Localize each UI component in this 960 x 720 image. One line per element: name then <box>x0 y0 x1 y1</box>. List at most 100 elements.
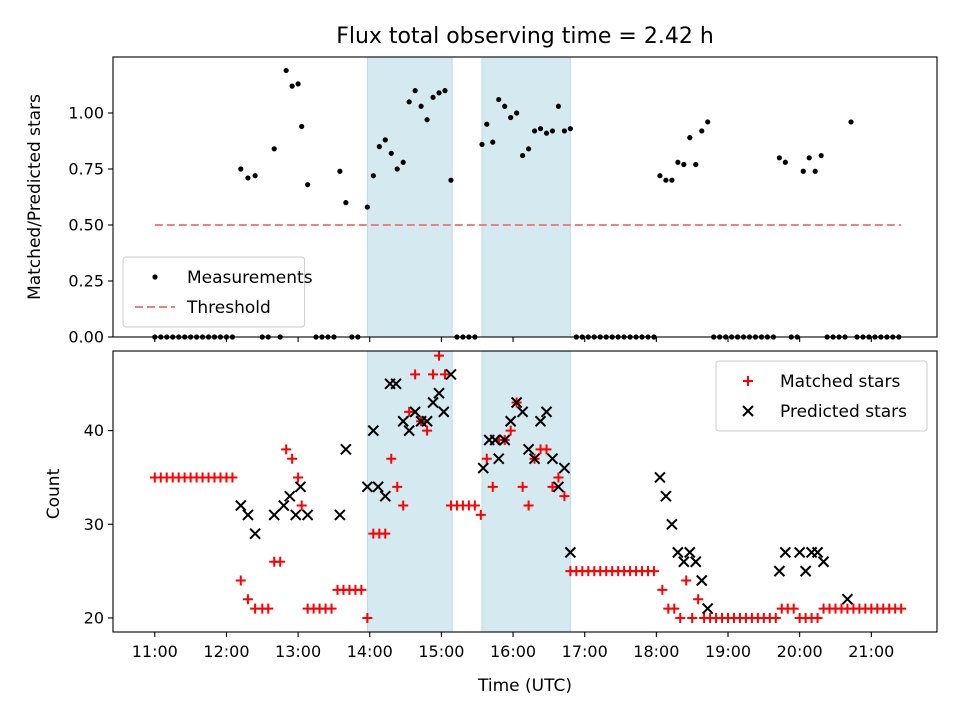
legend-swatch <box>742 405 754 417</box>
data-point <box>394 166 400 172</box>
data-point <box>522 443 535 456</box>
top-panel-ylabel: Matched/Predicted stars <box>25 94 45 300</box>
x-tick-label: 13:00 <box>275 642 321 661</box>
data-point <box>779 546 792 559</box>
data-point <box>299 123 305 130</box>
data-point <box>663 177 669 183</box>
data-point <box>294 481 307 493</box>
data-point <box>564 546 577 559</box>
data-point <box>356 584 367 595</box>
y-tick-label: 0.00 <box>68 328 104 347</box>
data-point <box>430 94 436 100</box>
data-point <box>326 603 337 614</box>
data-point <box>558 462 571 474</box>
data-point <box>800 168 806 174</box>
data-point <box>657 173 663 179</box>
data-point <box>392 481 403 492</box>
data-point <box>469 500 480 511</box>
x-tick-label: 16:00 <box>490 642 536 661</box>
data-point <box>281 444 292 455</box>
data-point <box>684 546 696 559</box>
x-tick-label: 20:00 <box>777 642 823 661</box>
data-point <box>541 444 552 455</box>
data-point <box>367 424 380 437</box>
data-point <box>278 499 290 512</box>
x-tick-label: 15:00 <box>418 642 464 661</box>
data-point <box>439 369 450 380</box>
data-point <box>812 168 818 174</box>
data-point <box>410 369 421 380</box>
data-point <box>705 119 711 125</box>
data-point <box>275 556 286 567</box>
data-point <box>493 453 505 465</box>
data-point <box>397 415 409 427</box>
y-tick-label: 0.75 <box>68 160 104 179</box>
data-point <box>379 490 391 502</box>
data-point <box>287 453 298 464</box>
data-point <box>249 527 261 540</box>
data-point <box>436 90 442 96</box>
data-point <box>537 126 544 132</box>
data-point <box>382 137 388 143</box>
data-point <box>540 406 553 418</box>
data-point <box>477 462 489 474</box>
shaded-interval-1 <box>366 56 453 338</box>
data-point <box>271 146 277 152</box>
data-point <box>841 593 854 605</box>
legend-swatch <box>743 376 753 386</box>
data-point <box>422 425 433 436</box>
series-predicted-stars <box>235 368 854 615</box>
data-point <box>818 152 824 159</box>
bottom-panel-ylabel: Count <box>44 468 64 519</box>
legend-label: Matched stars <box>780 372 900 392</box>
data-point <box>484 121 490 127</box>
data-point <box>505 425 516 436</box>
data-point <box>442 88 448 94</box>
data-point <box>657 584 668 595</box>
data-point <box>283 67 289 74</box>
bottom-panel: Count 20 30 40 11:00 12:00 13:00 14:00 15:00 16:… <box>44 350 938 661</box>
data-point <box>337 168 343 174</box>
data-point <box>445 368 457 381</box>
y-tick-label: 0.50 <box>68 216 104 235</box>
data-point <box>268 509 280 521</box>
data-point <box>687 612 698 623</box>
data-point <box>227 472 238 483</box>
data-point <box>496 96 502 103</box>
data-point <box>388 150 394 156</box>
data-point <box>681 575 692 586</box>
data-point <box>252 173 258 179</box>
legend-box <box>715 360 928 432</box>
data-point <box>502 103 508 109</box>
data-point <box>238 166 244 172</box>
data-point <box>418 103 424 109</box>
data-point <box>654 471 666 484</box>
chart-title: Flux total observing time = 2.42 h <box>336 24 714 49</box>
top-panel: Matched/Predicted stars 0.00 0.25 0.50 0.75… <box>25 56 938 347</box>
data-point <box>364 204 370 210</box>
data-point <box>806 155 812 161</box>
data-point <box>295 81 301 87</box>
data-point <box>386 453 397 464</box>
data-point <box>559 491 570 502</box>
shaded-interval-2 <box>481 56 571 338</box>
data-point <box>534 415 547 427</box>
data-point <box>773 565 786 577</box>
data-point <box>799 565 812 577</box>
data-point <box>793 546 806 559</box>
data-point <box>424 117 430 123</box>
x-tick-label: 11:00 <box>132 642 178 661</box>
data-point <box>675 612 686 623</box>
x-tick-label: 21:00 <box>848 642 894 661</box>
data-point <box>817 556 830 568</box>
legend-label: Predicted stars <box>780 402 907 422</box>
data-point <box>693 594 704 605</box>
data-point <box>289 83 295 89</box>
data-point <box>514 110 520 116</box>
data-point <box>687 135 693 141</box>
data-point <box>702 602 714 615</box>
legend-box <box>122 256 306 328</box>
data-point <box>398 500 409 511</box>
